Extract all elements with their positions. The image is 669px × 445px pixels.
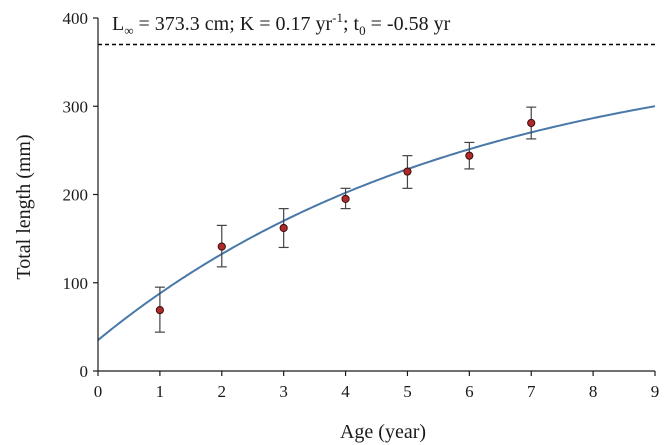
y-axis-label: Total length (mm) <box>13 134 35 279</box>
y-axis-ticks: 0 100 200 300 400 <box>63 9 98 381</box>
annotation-l-inf-prefix: L <box>112 13 124 35</box>
y-tick-label: 100 <box>63 274 89 293</box>
x-tick-label: 4 <box>341 382 350 401</box>
annotation-t0-sub: 0 <box>359 23 366 38</box>
x-tick-label: 3 <box>279 382 288 401</box>
data-point <box>217 242 226 251</box>
annotation-k-sup: -1 <box>332 10 343 25</box>
data-point <box>341 194 350 204</box>
data-point <box>403 167 412 176</box>
axes: 0 1 2 3 4 5 6 7 8 9 0 100 200 300 400 <box>63 9 660 401</box>
x-tick-label: 9 <box>651 382 660 401</box>
x-tick-label: 0 <box>94 382 103 401</box>
data-point <box>279 223 288 233</box>
x-tick-label: 1 <box>156 382 165 401</box>
x-tick-label: 8 <box>589 382 598 401</box>
x-axis-label: Age (year) <box>340 421 426 443</box>
data-points <box>155 118 536 315</box>
y-tick-label: 0 <box>80 362 89 381</box>
parameter-annotation: L∞ = 373.3 cm; K = 0.17 yr-1; t0 = -0.58… <box>112 10 451 38</box>
x-tick-label: 2 <box>218 382 227 401</box>
annotation-l-inf-sub: ∞ <box>124 23 133 38</box>
annotation-l-inf-value: = 373.3 cm; K = 0.17 yr <box>134 13 333 35</box>
fitted-growth-curve <box>97 105 656 341</box>
error-bars <box>154 106 537 333</box>
annotation-t0-prefix: ; t <box>343 13 360 35</box>
x-tick-label: 7 <box>527 382 536 401</box>
y-tick-label: 400 <box>63 9 89 28</box>
y-tick-label: 300 <box>63 97 89 116</box>
data-point <box>527 118 536 128</box>
plot-area <box>97 43 656 341</box>
data-point <box>465 151 474 160</box>
annotation-t0-value: = -0.58 yr <box>366 13 451 35</box>
data-point <box>155 306 164 315</box>
x-tick-label: 6 <box>465 382 474 401</box>
x-axis-ticks: 0 1 2 3 4 5 6 7 8 9 <box>94 371 660 401</box>
y-tick-label: 200 <box>63 186 89 205</box>
x-tick-label: 5 <box>403 382 412 401</box>
